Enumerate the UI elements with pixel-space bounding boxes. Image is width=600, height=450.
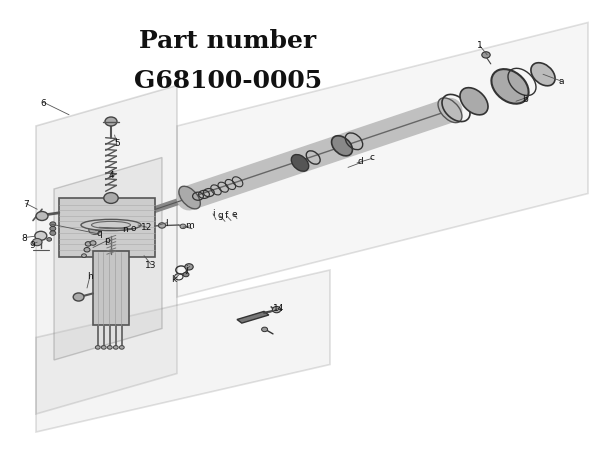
Circle shape: [119, 346, 124, 349]
Ellipse shape: [491, 69, 529, 104]
Ellipse shape: [179, 186, 200, 209]
Ellipse shape: [332, 136, 352, 156]
Ellipse shape: [81, 220, 141, 230]
Circle shape: [262, 327, 268, 332]
Circle shape: [32, 238, 42, 246]
Circle shape: [104, 193, 118, 203]
Circle shape: [50, 231, 56, 235]
Circle shape: [47, 238, 52, 241]
Polygon shape: [177, 22, 588, 297]
Text: j: j: [185, 266, 187, 274]
Circle shape: [89, 225, 101, 234]
Text: m: m: [185, 221, 194, 230]
Polygon shape: [237, 311, 269, 323]
Circle shape: [101, 346, 106, 349]
Text: d: d: [357, 158, 363, 166]
Text: b: b: [522, 94, 528, 104]
Circle shape: [113, 346, 118, 349]
FancyBboxPatch shape: [59, 198, 155, 256]
Text: o: o: [130, 224, 136, 233]
Circle shape: [90, 241, 96, 245]
Circle shape: [105, 117, 117, 126]
Text: 12: 12: [142, 223, 152, 232]
Text: c: c: [370, 153, 374, 162]
Circle shape: [185, 264, 193, 270]
Polygon shape: [54, 158, 162, 360]
Text: 1: 1: [477, 40, 483, 50]
Text: i: i: [212, 209, 214, 218]
Text: q: q: [96, 230, 102, 238]
Text: l: l: [166, 219, 168, 228]
Circle shape: [95, 346, 100, 349]
Text: e: e: [231, 210, 237, 219]
Circle shape: [482, 52, 490, 58]
Circle shape: [35, 231, 47, 240]
Circle shape: [158, 223, 166, 228]
Text: 7: 7: [23, 200, 29, 209]
Text: 14: 14: [274, 304, 284, 313]
Text: 6: 6: [40, 99, 46, 108]
FancyBboxPatch shape: [93, 251, 129, 325]
Circle shape: [84, 248, 90, 252]
Text: 4: 4: [108, 171, 114, 180]
Text: f: f: [225, 212, 229, 220]
Text: n: n: [122, 225, 128, 234]
Text: k: k: [172, 275, 176, 284]
Circle shape: [50, 222, 56, 226]
Polygon shape: [36, 270, 330, 432]
Text: p: p: [104, 236, 110, 245]
Text: G68100-0005: G68100-0005: [134, 69, 322, 93]
Text: Part number: Part number: [139, 28, 317, 53]
Ellipse shape: [292, 154, 308, 171]
Ellipse shape: [460, 88, 488, 115]
Text: h: h: [87, 272, 93, 281]
Polygon shape: [36, 86, 177, 414]
Circle shape: [180, 224, 186, 229]
Text: 9: 9: [29, 241, 35, 250]
Text: 8: 8: [21, 234, 27, 243]
Circle shape: [50, 226, 56, 231]
Text: g: g: [217, 212, 223, 220]
Text: 13: 13: [145, 261, 157, 270]
Ellipse shape: [531, 63, 555, 86]
Circle shape: [85, 242, 91, 246]
Circle shape: [82, 254, 86, 257]
Circle shape: [272, 306, 281, 313]
Circle shape: [73, 293, 84, 301]
Circle shape: [36, 212, 48, 220]
Circle shape: [107, 346, 112, 349]
Text: 5: 5: [114, 140, 120, 148]
Circle shape: [183, 272, 189, 277]
Text: a: a: [558, 76, 564, 86]
Ellipse shape: [438, 98, 462, 123]
